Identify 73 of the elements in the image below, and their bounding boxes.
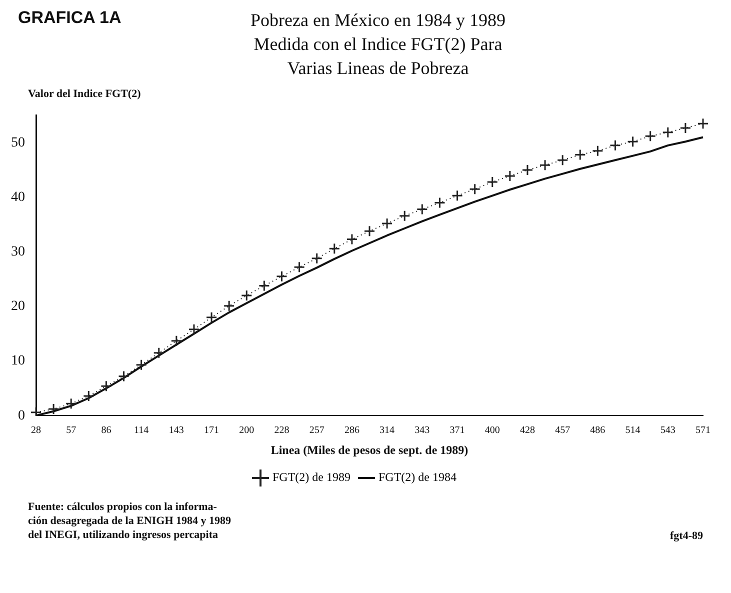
point — [240, 290, 252, 302]
x-tick-label: 86 — [101, 425, 112, 436]
point — [680, 122, 692, 134]
point — [188, 324, 200, 336]
point — [539, 159, 551, 171]
chart-subtitle: Pobreza en México en 1984 y 1989 Medida con el Indice FGT(2) Para Varias Lineas de Pobreza — [250, 9, 506, 80]
x-axis-title: Linea (Miles de pesos de sept. de 1989) — [270, 442, 468, 457]
point — [662, 126, 674, 138]
point — [556, 154, 568, 166]
x-tick-label: 28 — [31, 425, 41, 436]
y-axis-title: Valor del Indice FGT(2) — [27, 88, 142, 102]
y-tick-label: 0 — [18, 408, 25, 424]
point — [136, 359, 148, 371]
x-tick-label: 428 — [520, 425, 535, 436]
x-tick-label: 400 — [484, 425, 500, 436]
x-tick-label: 486 — [590, 425, 606, 436]
x-tick-label: 314 — [380, 425, 395, 436]
text: fgt4-89 — [670, 530, 703, 542]
x-tick-label: 200 — [239, 425, 254, 436]
point — [364, 225, 376, 237]
point — [697, 118, 709, 130]
legend-label: FGT(2) de 1984 — [378, 470, 456, 484]
point — [574, 148, 586, 160]
point — [311, 252, 323, 264]
point — [592, 145, 604, 157]
point — [100, 380, 112, 392]
y-tick-label: 10 — [11, 354, 25, 369]
point — [627, 136, 639, 148]
point — [416, 204, 428, 216]
point — [170, 335, 182, 347]
point — [223, 300, 235, 312]
x-tick-label: 371 — [450, 425, 465, 436]
point — [118, 370, 130, 382]
y-tick-label: 30 — [11, 244, 25, 260]
point — [30, 406, 42, 416]
point — [452, 190, 464, 202]
source-note: Fuente: cálculos propios con la informa- ción desagregada de la ENIGH 1984 y 1989 del INEGI, utilizando ingresos percapita — [28, 500, 232, 542]
point — [522, 164, 534, 176]
x-tick-label: 543 — [660, 425, 676, 436]
chart-title: GRAFICA 1A — [17, 8, 122, 28]
x-tick-label: 57 — [66, 425, 76, 436]
legend-label: FGT(2) de 1989 — [272, 470, 351, 484]
x-tick-label: 571 — [696, 425, 710, 436]
point — [486, 176, 498, 188]
point — [346, 234, 358, 246]
point — [328, 242, 340, 254]
point — [206, 312, 218, 324]
point — [294, 261, 306, 273]
point — [644, 130, 656, 142]
point — [398, 210, 410, 222]
x-tick-label: 171 — [204, 425, 220, 436]
point — [153, 347, 165, 359]
point — [65, 398, 77, 410]
y-tick-label: 40 — [11, 190, 25, 205]
x-tick-label: 143 — [168, 425, 184, 436]
point — [609, 140, 621, 152]
point — [276, 270, 288, 282]
y-tick-label: 20 — [11, 299, 25, 314]
x-tick-label: 286 — [344, 425, 360, 436]
x-tick-label: 257 — [309, 425, 324, 436]
x-tick-label: 343 — [414, 425, 430, 436]
x-tick-label: 228 — [274, 425, 290, 436]
point — [48, 403, 60, 415]
point — [504, 170, 516, 182]
point — [258, 280, 270, 292]
y-tick-label: 50 — [11, 135, 25, 150]
x-tick-label: 514 — [625, 425, 640, 436]
point — [82, 390, 94, 402]
x-tick-label: 114 — [134, 425, 149, 436]
point — [434, 196, 446, 208]
x-tick-label: 457 — [555, 425, 570, 436]
point — [469, 183, 481, 195]
point — [381, 218, 393, 230]
